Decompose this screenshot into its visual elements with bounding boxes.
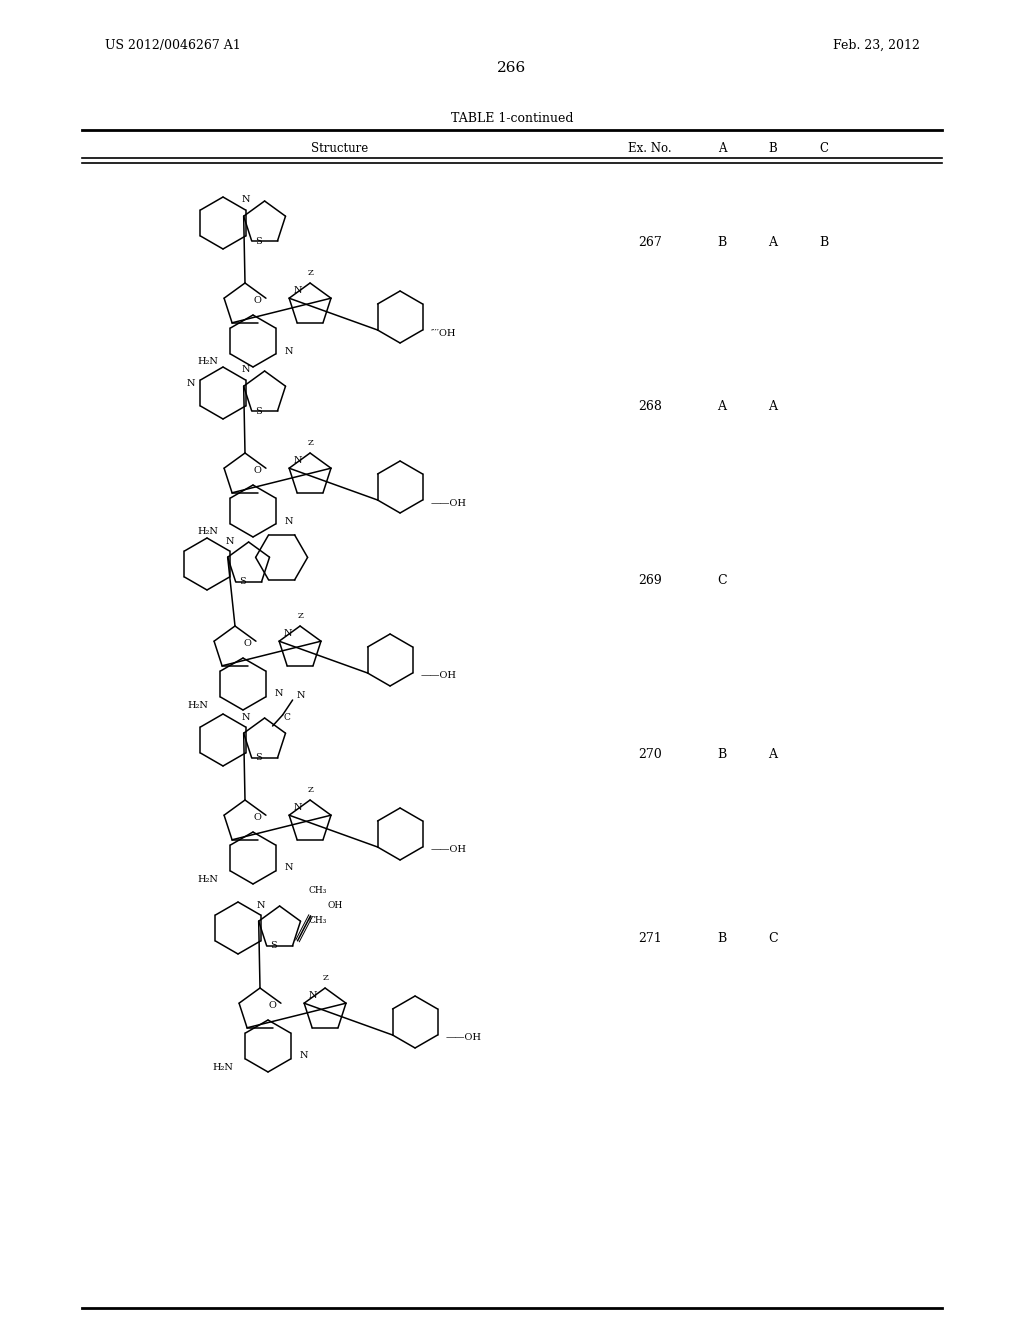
Text: B: B [819, 235, 828, 248]
Text: N: N [293, 455, 302, 465]
Text: S: S [240, 578, 246, 586]
Text: S: S [270, 941, 276, 950]
Text: A: A [718, 141, 726, 154]
Text: N: N [186, 379, 195, 388]
Text: CH₃: CH₃ [308, 886, 327, 895]
Text: C: C [819, 141, 828, 154]
Text: N: N [293, 803, 302, 812]
Text: O: O [244, 639, 252, 648]
Text: H₂N: H₂N [198, 874, 218, 883]
Text: ——OH: ——OH [421, 672, 457, 681]
Text: 271: 271 [638, 932, 662, 945]
Text: A: A [768, 400, 777, 412]
Text: ——OH: ——OH [430, 846, 467, 854]
Text: H₂N: H₂N [213, 1063, 233, 1072]
Text: N: N [242, 195, 250, 205]
Text: A: A [718, 400, 726, 412]
Text: N: N [299, 1052, 308, 1060]
Text: ——OH: ——OH [430, 499, 467, 507]
Text: N: N [308, 991, 316, 999]
Text: A: A [768, 747, 777, 760]
Text: N: N [285, 863, 293, 873]
Text: A: A [768, 235, 777, 248]
Text: N: N [285, 516, 293, 525]
Text: TABLE 1-continued: TABLE 1-continued [451, 111, 573, 124]
Text: O: O [254, 466, 262, 475]
Text: CH₃: CH₃ [308, 916, 327, 925]
Text: N: N [242, 366, 250, 375]
Text: S: S [255, 754, 262, 763]
Text: S: S [255, 236, 262, 246]
Text: Ex. No.: Ex. No. [628, 141, 672, 154]
Text: B: B [769, 141, 777, 154]
Text: N: N [256, 900, 265, 909]
Text: C: C [717, 573, 727, 586]
Text: 268: 268 [638, 400, 662, 412]
Text: ′′′′OH: ′′′′OH [430, 329, 456, 338]
Text: C: C [768, 932, 778, 945]
Text: O: O [269, 1001, 276, 1010]
Text: B: B [718, 932, 727, 945]
Text: US 2012/0046267 A1: US 2012/0046267 A1 [105, 38, 241, 51]
Text: ——OH: ——OH [445, 1034, 481, 1043]
Text: O: O [254, 813, 262, 822]
Text: 270: 270 [638, 747, 662, 760]
Text: Z: Z [307, 440, 313, 447]
Text: C: C [284, 714, 290, 722]
Text: S: S [255, 407, 262, 416]
Text: N: N [284, 628, 292, 638]
Text: H₂N: H₂N [198, 528, 218, 536]
Text: Z: Z [307, 785, 313, 795]
Text: Structure: Structure [311, 141, 369, 154]
Text: H₂N: H₂N [187, 701, 209, 710]
Text: N: N [242, 713, 250, 722]
Text: 269: 269 [638, 573, 662, 586]
Text: Z: Z [307, 269, 313, 277]
Text: Z: Z [297, 612, 303, 620]
Text: Feb. 23, 2012: Feb. 23, 2012 [834, 38, 920, 51]
Text: N: N [293, 285, 302, 294]
Text: N: N [225, 536, 233, 545]
Text: H₂N: H₂N [198, 358, 218, 367]
Text: O: O [254, 296, 262, 305]
Text: OH: OH [328, 902, 343, 911]
Text: B: B [718, 235, 727, 248]
Text: B: B [718, 747, 727, 760]
Text: Z: Z [323, 974, 328, 982]
Text: N: N [274, 689, 283, 698]
Text: 267: 267 [638, 235, 662, 248]
Text: 266: 266 [498, 61, 526, 75]
Text: N: N [297, 692, 305, 701]
Text: N: N [285, 346, 293, 355]
